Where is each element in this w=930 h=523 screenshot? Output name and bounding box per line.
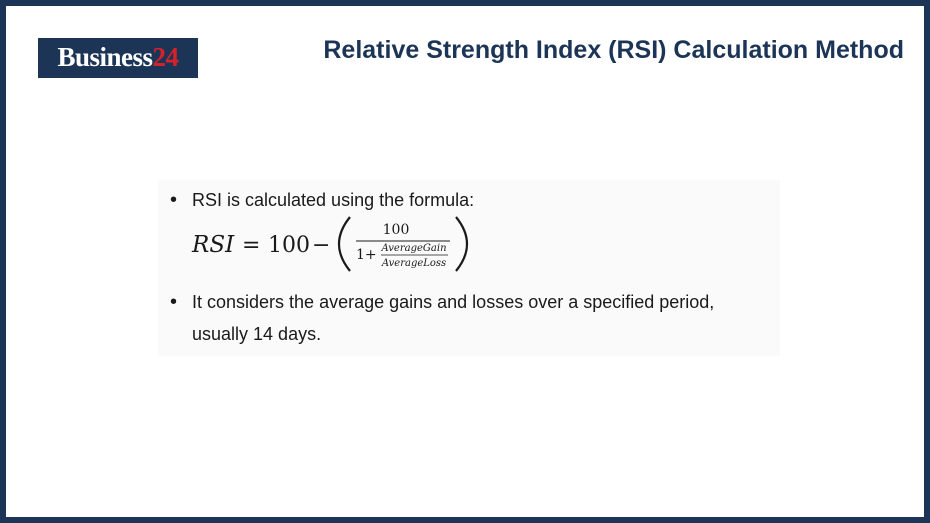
logo-brand-text: Business: [57, 41, 153, 72]
formula-inner-numerator: AverageGain: [380, 243, 446, 254]
formula-equals: =: [242, 233, 260, 258]
bullet-text-gains-losses: It considers the average gains and losse…: [192, 292, 715, 312]
bullet-text-formula-intro: RSI is calculated using the formula:: [192, 190, 475, 210]
content-panel: • RSI is calculated using the formula: R…: [158, 180, 780, 356]
right-paren: [455, 216, 468, 272]
bullet-text-gains-losses-continued: usually 14 days.: [192, 324, 322, 344]
page-title: Relative Strength Index (RSI) Calculatio…: [323, 36, 904, 64]
formula-constant: 100: [268, 233, 310, 258]
logo-brand-number: 24: [152, 41, 180, 72]
bullet-dot-icon: •: [170, 189, 178, 211]
business24-logo: Business 24: [38, 38, 198, 78]
bullet-dot-icon: •: [170, 291, 178, 313]
formula-numerator: 100: [383, 222, 410, 238]
formula-inner-denominator: AverageLoss: [381, 258, 446, 269]
formula-denominator-prefix: 1+: [356, 247, 377, 263]
formula-minus: −: [312, 233, 330, 258]
rsi-formula: RSI = 100 − 100 1+ AverageGain AverageLo…: [191, 216, 468, 272]
formula-lhs: RSI: [191, 232, 235, 258]
left-paren: [338, 216, 351, 272]
